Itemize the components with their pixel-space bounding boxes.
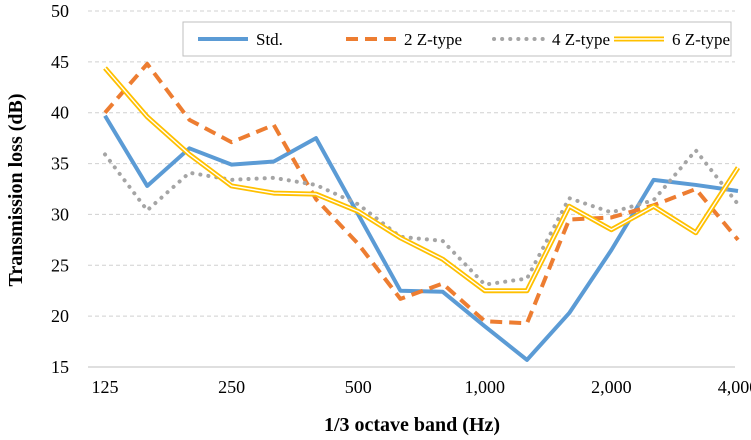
x-tick-label: 4,000 xyxy=(718,377,751,397)
gridlines xyxy=(88,10,735,317)
y-tick-label: 40 xyxy=(51,103,69,123)
y-tick-label: 30 xyxy=(51,204,69,224)
legend-label: 4 Z-type xyxy=(552,30,610,49)
y-tick-label: 45 xyxy=(51,52,69,72)
legend: Std. 2 Z-type 4 Z-type 6 Z-type xyxy=(182,21,732,57)
y-axis-title: Transmission loss (dB) xyxy=(5,93,27,286)
y-tick-label: 15 xyxy=(51,357,69,377)
y-tick-label: 35 xyxy=(51,154,69,174)
x-tick-label: 1,000 xyxy=(465,377,506,397)
legend-label: 2 Z-type xyxy=(404,30,462,49)
y-tick-label: 25 xyxy=(51,255,69,275)
legend-label: Std. xyxy=(256,30,283,49)
x-tick-label: 125 xyxy=(92,377,119,397)
x-tick-label: 2,000 xyxy=(591,377,632,397)
y-tick-label: 20 xyxy=(51,306,69,326)
series-line-4-z-type xyxy=(103,148,740,287)
series-line-6-z-type-inner xyxy=(104,67,739,292)
y-tick-label: 50 xyxy=(51,1,69,21)
series-lines xyxy=(103,61,741,362)
tick-labels: 15 20 25 30 35 40 45 50 125 250 500 1,000 2,000 4,000 xyxy=(51,1,751,397)
series-line-2-z-type xyxy=(103,61,740,326)
x-tick-label: 250 xyxy=(218,377,245,397)
x-axis-title: 1/3 octave band (Hz) xyxy=(324,414,500,436)
x-tick-label: 500 xyxy=(345,377,372,397)
legend-label: 6 Z-type xyxy=(672,30,730,49)
